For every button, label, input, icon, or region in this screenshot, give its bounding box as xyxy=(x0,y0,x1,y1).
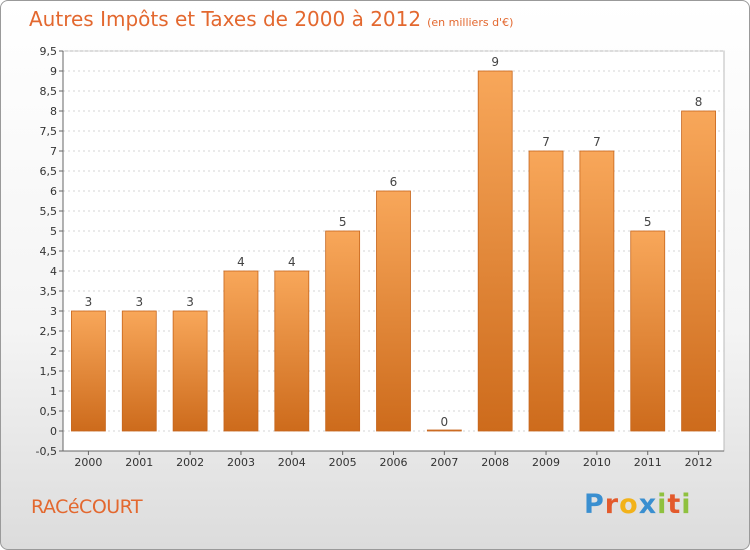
bar xyxy=(477,70,513,432)
y-tick-label: 6 xyxy=(50,185,57,198)
x-tick-label: 2011 xyxy=(634,456,662,469)
data-label: 3 xyxy=(135,295,143,309)
logo-letter: t xyxy=(667,489,682,520)
y-tick-label: 3 xyxy=(50,305,57,318)
data-label: 7 xyxy=(542,135,550,149)
bar xyxy=(528,150,564,432)
x-tick-label: 2007 xyxy=(430,456,458,469)
y-tick-label: 7 xyxy=(50,145,57,158)
bar xyxy=(681,110,716,432)
y-tick-label: 9 xyxy=(50,65,57,78)
bar xyxy=(325,230,361,432)
x-tick-label: 2010 xyxy=(583,456,611,469)
y-tick-label: -0,5 xyxy=(36,445,57,458)
y-tick-label: 8,5 xyxy=(40,85,58,98)
y-tick-label: 5 xyxy=(50,225,57,238)
data-label: 7 xyxy=(593,135,601,149)
data-label: 5 xyxy=(339,215,347,229)
x-tick-label: 2004 xyxy=(278,456,306,469)
data-label: 3 xyxy=(186,295,194,309)
x-tick-label: 2005 xyxy=(329,456,357,469)
y-tick-label: 9,5 xyxy=(40,45,58,58)
bar xyxy=(426,429,462,432)
x-tick-label: 2002 xyxy=(176,456,204,469)
data-label: 6 xyxy=(390,175,398,189)
data-label: 4 xyxy=(288,255,296,269)
bar xyxy=(172,310,208,432)
proxiti-logo: Proxiti xyxy=(584,489,692,520)
y-tick-label: 1,5 xyxy=(40,365,58,378)
x-tick-label: 2003 xyxy=(227,456,255,469)
y-tick-label: 3,5 xyxy=(40,285,58,298)
bar xyxy=(579,150,615,432)
bar xyxy=(71,310,106,432)
bar xyxy=(121,310,157,432)
logo-letter: x xyxy=(638,489,658,520)
bar xyxy=(630,230,666,432)
logo-letter: o xyxy=(619,489,639,520)
y-tick-label: 0,5 xyxy=(40,405,58,418)
bar xyxy=(376,190,411,432)
y-tick-label: 5,5 xyxy=(40,205,58,218)
data-label: 3 xyxy=(85,295,93,309)
y-tick-label: 7,5 xyxy=(40,125,58,138)
data-label: 4 xyxy=(237,255,245,269)
data-label: 9 xyxy=(491,55,499,69)
x-tick-label: 2008 xyxy=(481,456,509,469)
data-label: 0 xyxy=(441,415,449,429)
chart-title: Autres Impôts et Taxes de 2000 à 2012 (en… xyxy=(29,7,514,31)
x-tick-label: 2009 xyxy=(532,456,560,469)
data-label: 8 xyxy=(695,95,703,109)
bar xyxy=(223,270,259,432)
chart-subtitle: (en milliers d'€) xyxy=(427,16,514,29)
logo-letter: i xyxy=(681,489,692,520)
y-tick-label: 0 xyxy=(50,425,57,438)
y-tick-label: 4 xyxy=(50,265,57,278)
bar xyxy=(274,270,310,432)
x-tick-label: 2000 xyxy=(74,456,102,469)
y-tick-label: 2,5 xyxy=(40,325,58,338)
x-tick-label: 2006 xyxy=(380,456,408,469)
data-label: 5 xyxy=(644,215,652,229)
logo-letter: r xyxy=(604,489,620,520)
y-tick-label: 8 xyxy=(50,105,57,118)
x-tick-label: 2001 xyxy=(125,456,153,469)
y-tick-label: 2 xyxy=(50,345,57,358)
logo-letter: P xyxy=(584,489,605,520)
y-tick-label: 6,5 xyxy=(40,165,58,178)
logo-letter: i xyxy=(657,489,668,520)
y-tick-label: 4,5 xyxy=(40,245,58,258)
y-tick-label: 1 xyxy=(50,385,57,398)
commune-name: RACéCOURT xyxy=(31,496,143,518)
x-tick-label: 2012 xyxy=(685,456,713,469)
